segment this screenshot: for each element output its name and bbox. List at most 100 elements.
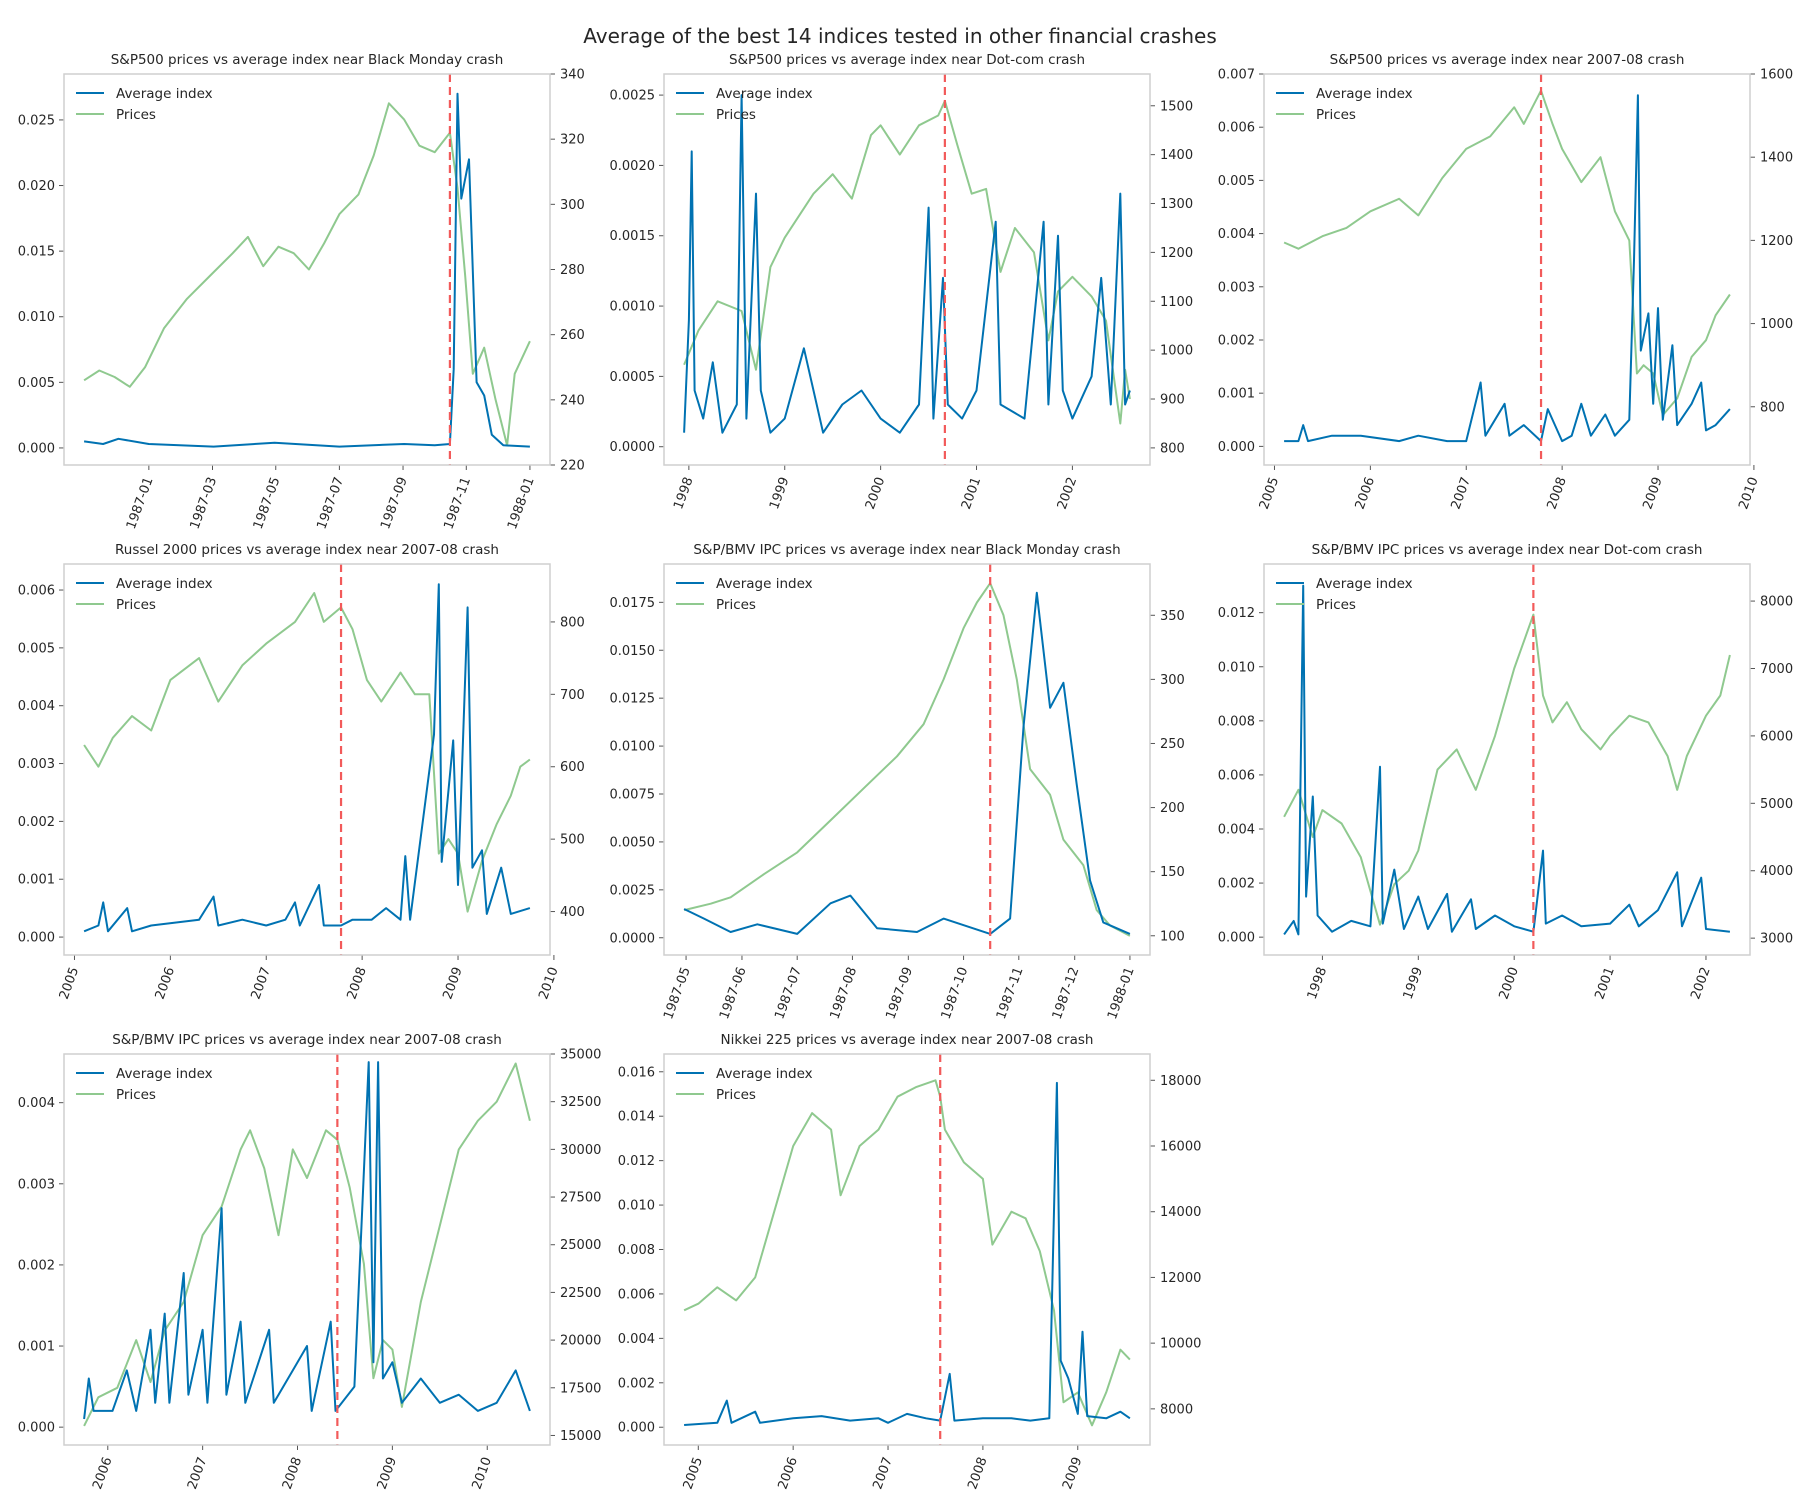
- legend-label-index: Average index: [716, 86, 813, 102]
- y-tick-label: 0.016: [618, 1065, 655, 1080]
- y-tick-label: 0.012: [1218, 606, 1255, 621]
- x-tick-label: 1999: [1401, 965, 1426, 1001]
- y-tick-label: 0.004: [1218, 822, 1255, 837]
- x-tick-label: 2002: [1055, 475, 1080, 511]
- x-tick-label: 1987-08: [828, 965, 861, 1021]
- legend-label-index: Average index: [116, 576, 213, 592]
- y2-tick-label: 4000: [1760, 864, 1793, 879]
- y-tick-label: 0.007: [1218, 68, 1255, 83]
- legend-label-index: Average index: [116, 1066, 213, 1082]
- y-tick-label: 0.014: [618, 1110, 655, 1125]
- x-tick-label: 1987-07: [314, 475, 347, 531]
- y2-tick-label: 1400: [1160, 148, 1193, 163]
- y2-tick-label: 500: [560, 833, 585, 848]
- subplot-title: S&P/BMV IPC prices vs average index near…: [112, 1032, 502, 1048]
- subplot-title: Nikkei 225 prices vs average index near …: [721, 1032, 1094, 1048]
- x-tick-label: 2009: [440, 965, 465, 1001]
- y-tick-label: 0.006: [18, 584, 55, 599]
- subplot-title: S&P/BMV IPC prices vs average index near…: [1312, 542, 1703, 558]
- y-tick-label: 0.0000: [610, 931, 656, 946]
- x-tick-label: 2007: [1449, 475, 1474, 511]
- y-tick-label: 0.002: [18, 1258, 55, 1273]
- y-tick-label: 0.001: [1218, 387, 1255, 402]
- y2-tick-label: 340: [560, 68, 585, 83]
- x-tick-label: 2008: [344, 965, 369, 1001]
- y2-tick-label: 700: [560, 688, 585, 703]
- legend-label-prices: Prices: [716, 1087, 756, 1103]
- y2-tick-label: 27500: [560, 1191, 601, 1206]
- average-index-line: [683, 591, 1131, 935]
- y-tick-label: 0.000: [618, 1421, 655, 1436]
- y2-tick-label: 800: [1160, 441, 1185, 456]
- y2-tick-label: 3000: [1760, 932, 1793, 947]
- x-tick-label: 1987-09: [883, 965, 916, 1021]
- x-tick-label: 2008: [965, 1455, 990, 1491]
- y-tick-label: 0.002: [618, 1376, 655, 1391]
- y2-tick-label: 300: [560, 198, 585, 213]
- y2-tick-label: 240: [560, 393, 585, 408]
- subplot-title: S&P/BMV IPC prices vs average index near…: [693, 542, 1120, 558]
- y2-tick-label: 12000: [1160, 1271, 1201, 1286]
- y-tick-label: 0.000: [1218, 931, 1255, 946]
- subplot-title: S&P500 prices vs average index near Dot-…: [729, 52, 1085, 68]
- y-tick-label: 0.0125: [610, 692, 656, 707]
- plot-frame: [663, 1053, 1151, 1446]
- subplot-3: S&P500 prices vs average index near 2007…: [1218, 52, 1793, 511]
- y-tick-label: 0.008: [618, 1243, 655, 1258]
- x-tick-label: 1988-01: [505, 475, 538, 531]
- y2-tick-label: 7000: [1760, 662, 1793, 677]
- subplot-2: S&P500 prices vs average index near Dot-…: [610, 52, 1194, 511]
- legend-label-index: Average index: [116, 86, 213, 102]
- y2-tick-label: 32500: [560, 1095, 601, 1110]
- y-tick-label: 0.003: [18, 1177, 55, 1192]
- prices-line: [683, 99, 1131, 425]
- plot-frame: [663, 563, 1151, 956]
- y2-tick-label: 1300: [1160, 197, 1193, 212]
- y2-tick-label: 35000: [560, 1048, 601, 1063]
- y-tick-label: 0.000: [18, 931, 55, 946]
- y-tick-label: 0.005: [18, 376, 55, 391]
- y-tick-label: 0.0175: [610, 596, 656, 611]
- y-tick-label: 0.001: [18, 873, 55, 888]
- y-tick-label: 0.006: [1218, 768, 1255, 783]
- y2-tick-label: 260: [560, 328, 585, 343]
- y2-tick-label: 150: [1160, 865, 1185, 880]
- y-tick-label: 0.006: [618, 1287, 655, 1302]
- y2-tick-label: 800: [1760, 400, 1785, 415]
- subplot-4: Russel 2000 prices vs average index near…: [18, 542, 585, 1001]
- x-tick-label: 1987-01: [124, 475, 157, 531]
- x-tick-label: 1987-11: [441, 475, 474, 531]
- y-tick-label: 0.004: [1218, 227, 1255, 242]
- plot-frame: [63, 73, 551, 466]
- y-tick-label: 0.0025: [610, 89, 656, 104]
- y2-tick-label: 5000: [1760, 797, 1793, 812]
- y-tick-label: 0.005: [18, 641, 55, 656]
- y2-tick-label: 8000: [1760, 595, 1793, 610]
- y2-tick-label: 280: [560, 263, 585, 278]
- x-tick-label: 2002: [1688, 965, 1713, 1001]
- y-tick-label: 0.0100: [610, 740, 656, 755]
- y2-tick-label: 30000: [560, 1143, 601, 1158]
- y2-tick-label: 220: [560, 459, 585, 474]
- y-tick-label: 0.004: [618, 1332, 655, 1347]
- x-tick-label: 1998: [671, 475, 696, 511]
- y2-tick-label: 18000: [1160, 1074, 1201, 1089]
- x-tick-label: 2005: [57, 965, 82, 1001]
- y-tick-label: 0.0025: [610, 883, 656, 898]
- prices-line: [683, 582, 1131, 937]
- y-tick-label: 0.0020: [610, 159, 656, 174]
- y-tick-label: 0.004: [18, 699, 55, 714]
- x-tick-label: 2010: [470, 1455, 495, 1491]
- plot-frame: [63, 563, 551, 956]
- y-tick-label: 0.0150: [610, 644, 656, 659]
- y-tick-label: 0.005: [1218, 174, 1255, 189]
- y2-tick-label: 1200: [1160, 246, 1193, 261]
- x-tick-label: 2006: [776, 1455, 801, 1491]
- x-tick-label: 1987-07: [772, 965, 805, 1021]
- plot-frame: [1263, 563, 1751, 956]
- x-tick-label: 2009: [1060, 1455, 1085, 1491]
- y-tick-label: 0.015: [18, 245, 55, 260]
- x-tick-label: 1987-05: [251, 475, 284, 531]
- x-tick-label: 2001: [959, 475, 984, 511]
- x-tick-label: 2000: [863, 475, 888, 511]
